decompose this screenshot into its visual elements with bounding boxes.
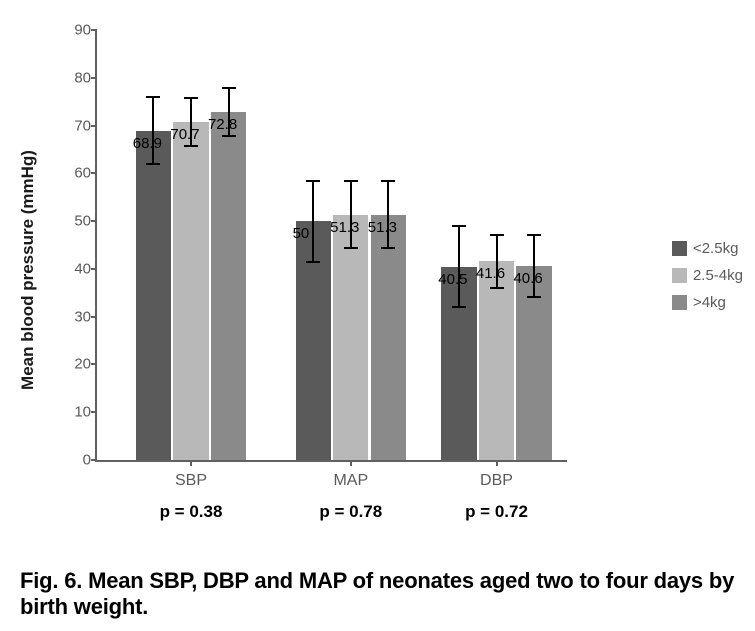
y-tick-mark [91,459,97,461]
error-cap [344,180,358,182]
bar [173,122,208,460]
error-bar [387,181,389,248]
error-bar [312,181,314,262]
y-tick-label: 0 [57,452,91,469]
bar-value-label: 40.5 [438,271,467,288]
y-tick-label: 70 [57,117,91,134]
legend-label: >4kg [693,294,726,311]
error-cap [184,145,198,147]
y-tick-label: 30 [57,308,91,325]
x-tick-mark [496,460,498,466]
bar [211,112,246,460]
chart-area: Mean blood pressure (mmHg) 0 10 20 30 40 50 60… [20,20,640,520]
y-tick-mark [91,172,97,174]
y-tick-label: 50 [57,213,91,230]
error-cap [527,234,541,236]
y-tick-mark [91,268,97,270]
error-bar [458,226,460,307]
x-category-label: MAP [333,472,368,490]
y-tick-label: 10 [57,404,91,421]
legend-item: >4kg [672,294,743,311]
y-tick-mark [91,77,97,79]
bar-value-label: 50 [293,225,310,242]
y-tick-label: 80 [57,69,91,86]
x-category-label: SBP [175,472,207,490]
legend-label: 2.5-4kg [693,267,743,284]
error-cap [527,296,541,298]
error-cap [344,247,358,249]
error-cap [146,96,160,98]
error-cap [306,180,320,182]
bar-value-label: 41.6 [476,265,505,282]
error-cap [452,306,466,308]
bar-value-label: 40.6 [513,270,542,287]
error-cap [381,180,395,182]
bar [479,261,514,460]
error-cap [452,225,466,227]
p-value-label: p = 0.38 [160,502,223,522]
error-cap [306,261,320,263]
figure-caption: Fig. 6. Mean SBP, DBP and MAP of neonate… [20,568,735,619]
x-tick-mark [350,460,352,466]
error-cap [490,234,504,236]
error-cap [222,87,236,89]
error-bar [152,97,154,164]
legend-label: <2.5kg [693,240,738,257]
y-tick-mark [91,220,97,222]
y-tick-mark [91,29,97,31]
y-tick-label: 20 [57,356,91,373]
legend-swatch [672,295,687,310]
error-bar [350,181,352,248]
bar-value-label: 68.9 [133,135,162,152]
bar-value-label: 51.3 [330,219,359,236]
y-tick-label: 60 [57,165,91,182]
y-tick-label: 90 [57,22,91,39]
plot-region: 0102030405060708090SBPp = 0.3868.970.772… [95,30,567,462]
x-category-label: DBP [480,472,513,490]
y-axis-label: Mean blood pressure (mmHg) [18,150,38,390]
bar-value-label: 70.7 [170,126,199,143]
error-cap [184,97,198,99]
y-tick-mark [91,411,97,413]
legend-item: 2.5-4kg [672,267,743,284]
bar [371,215,406,460]
error-cap [381,247,395,249]
y-tick-mark [91,363,97,365]
legend-swatch [672,268,687,283]
bar-value-label: 72.8 [208,116,237,133]
bar [333,215,368,460]
y-tick-label: 40 [57,260,91,277]
bar [136,131,171,460]
p-value-label: p = 0.72 [465,502,528,522]
y-tick-mark [91,316,97,318]
y-tick-mark [91,125,97,127]
legend-swatch [672,241,687,256]
p-value-label: p = 0.78 [319,502,382,522]
legend-item: <2.5kg [672,240,743,257]
error-cap [146,163,160,165]
error-bar [533,235,535,297]
legend: <2.5kg 2.5-4kg >4kg [672,230,743,321]
bar-value-label: 51.3 [368,219,397,236]
x-tick-mark [190,460,192,466]
error-cap [222,135,236,137]
error-cap [490,287,504,289]
figure-wrapper: Mean blood pressure (mmHg) 0 10 20 30 40 50 60… [0,0,755,631]
